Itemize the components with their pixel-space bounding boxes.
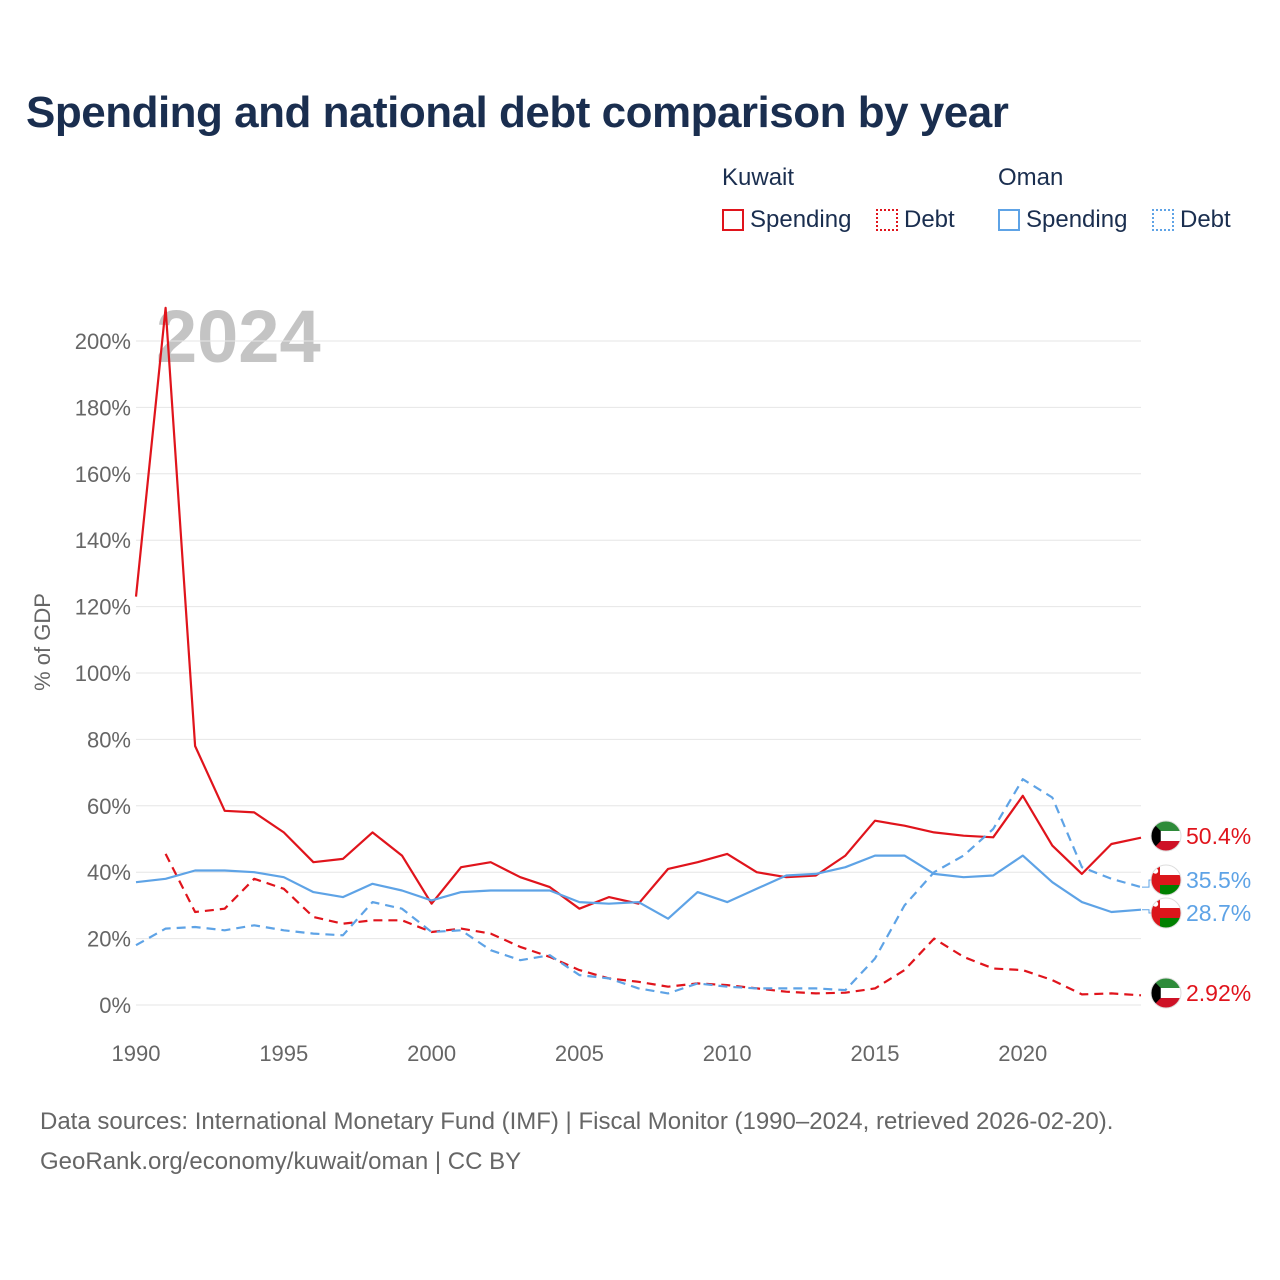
legend-swatch-dotted-icon xyxy=(1152,209,1174,231)
legend-label: Debt xyxy=(1180,206,1231,233)
end-value-label: 28.7% xyxy=(1186,900,1251,926)
end-marker-oman-debt xyxy=(1150,864,1182,896)
legend-label: Spending xyxy=(750,206,852,233)
data-source-note: Data sources: International Monetary Fun… xyxy=(40,1108,1114,1135)
y-tick-label: 0% xyxy=(99,993,131,1018)
end-value-label: 2.92% xyxy=(1186,980,1251,1006)
oman-flag-icon xyxy=(1151,865,1181,895)
y-tick-label: 20% xyxy=(87,927,131,952)
y-tick-label: 200% xyxy=(75,329,131,354)
flag-stripe-green xyxy=(1160,918,1181,928)
legend-swatch-dotted-icon xyxy=(876,209,898,231)
end-marker-kuwait-debt xyxy=(1150,977,1182,1009)
legend-label: Debt xyxy=(904,206,955,233)
y-tick-label: 80% xyxy=(87,727,131,752)
legend-group-kuwait: Kuwait xyxy=(722,164,795,191)
flag-stripe-white xyxy=(1151,988,1181,998)
legend-swatch-solid-icon xyxy=(998,209,1020,231)
x-tick-label: 1990 xyxy=(112,1041,161,1066)
attribution-note: GeoRank.org/economy/kuwait/oman | CC BY xyxy=(40,1148,522,1175)
y-tick-label: 140% xyxy=(75,528,131,553)
flag-stripe-green xyxy=(1160,885,1181,895)
y-tick-label: 180% xyxy=(75,395,131,420)
flag-stripe-red xyxy=(1151,998,1181,1008)
flag-border xyxy=(1150,864,1182,896)
series-line-kuwait-spending xyxy=(134,306,1142,910)
legend-oman-debt[interactable]: Debt xyxy=(1152,206,1231,234)
y-tick-label: 120% xyxy=(75,595,131,620)
y-tick-label: 60% xyxy=(87,794,131,819)
y-tick-label: 40% xyxy=(87,860,131,885)
year-watermark: 2024 xyxy=(156,295,321,378)
legend-kuwait-debt[interactable]: Debt xyxy=(876,206,955,234)
series-line-oman-spending xyxy=(135,854,1142,920)
flag-stripe-white xyxy=(1160,898,1181,908)
legend-kuwait-spending[interactable]: Spending xyxy=(722,206,851,234)
end-marker-oman-spending xyxy=(1150,897,1182,929)
flag-stripe-red xyxy=(1151,841,1181,851)
flag-border xyxy=(1150,897,1182,929)
legend-label: Spending xyxy=(1026,206,1128,233)
y-tick-label: 160% xyxy=(75,462,131,487)
flag-stripe-white xyxy=(1151,831,1181,841)
x-tick-label: 2020 xyxy=(998,1041,1047,1066)
flag-border xyxy=(1150,820,1182,852)
end-marker-kuwait-spending xyxy=(1150,820,1182,852)
end-value-label: 50.4% xyxy=(1186,823,1251,849)
end-value-label: 35.5% xyxy=(1186,867,1251,893)
y-tick-label: 100% xyxy=(75,661,131,686)
x-tick-label: 2015 xyxy=(850,1041,899,1066)
page-title: Spending and national debt comparison by… xyxy=(26,88,1009,137)
x-tick-label: 2010 xyxy=(703,1041,752,1066)
flag-border xyxy=(1150,977,1182,1009)
x-tick-label: 2005 xyxy=(555,1041,604,1066)
series-line-kuwait-debt xyxy=(164,853,1142,997)
flag-stripe-green xyxy=(1151,978,1181,988)
y-axis-label: % of GDP xyxy=(30,593,55,691)
flag-stripe-white xyxy=(1160,865,1181,875)
legend-group-oman: Oman xyxy=(998,164,1064,191)
flag-stripe-green xyxy=(1151,821,1181,831)
x-tick-label: 2000 xyxy=(407,1041,456,1066)
x-tick-label: 1995 xyxy=(259,1041,308,1066)
legend-swatch-solid-icon xyxy=(722,209,744,231)
legend-oman-spending[interactable]: Spending xyxy=(998,206,1127,234)
series-line-oman-debt xyxy=(135,778,1142,995)
oman-flag-icon xyxy=(1151,898,1181,928)
